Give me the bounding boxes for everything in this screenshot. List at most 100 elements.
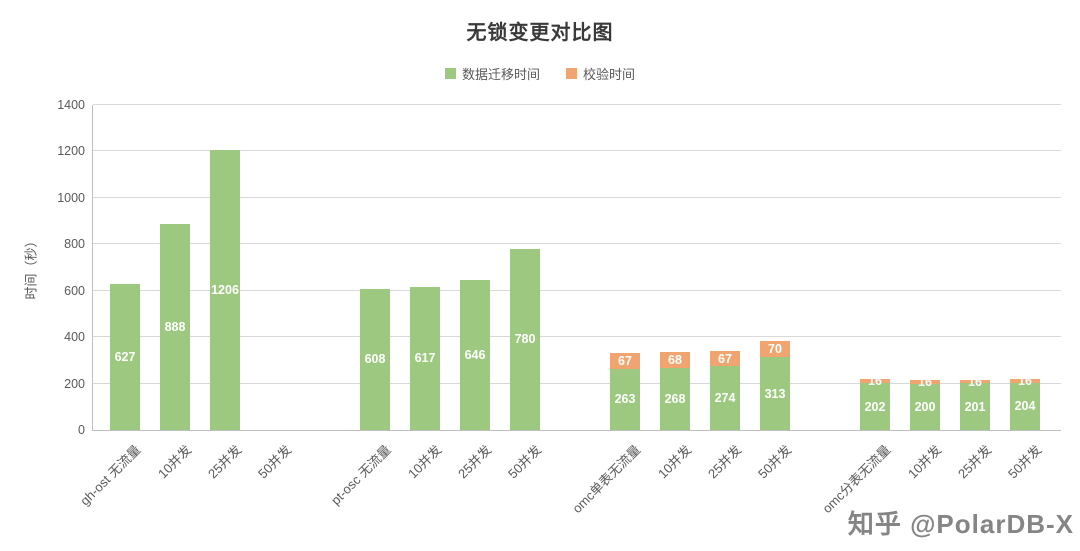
bar-value-label: 608: [364, 352, 386, 367]
bar-value-label: 67: [718, 351, 732, 366]
chart-title: 无锁变更对比图: [466, 22, 614, 44]
legend-swatch-migration-icon: [444, 68, 456, 79]
bar-value-label: 313: [764, 386, 786, 401]
bar: 627: [110, 284, 140, 430]
bar-value-label: 200: [914, 399, 936, 414]
bar-segment-migration: 608: [360, 288, 390, 430]
bar-segment-migration: 204: [1010, 382, 1040, 430]
bar-segment-verify: 67: [610, 353, 640, 369]
bar-segment-migration: 201: [960, 383, 990, 430]
bar-segment-migration: 617: [410, 286, 440, 430]
plot-area: 0 200 400 600 800 1000 1200 1400 627 gh-ost 无流量 88…: [57, 98, 1061, 516]
bar-value-label: 16: [868, 374, 882, 389]
bar-segment-verify: 70: [760, 341, 790, 358]
y-tick-label: 1400: [57, 98, 85, 112]
x-tick-label: 10并发: [154, 442, 194, 482]
bar: 274 67: [710, 350, 740, 430]
x-tick-label: gh-ost 无流量: [77, 442, 144, 509]
bar-value-label: 202: [864, 399, 886, 414]
y-tick-label: 1200: [57, 144, 85, 159]
bar-segment-migration: 200: [910, 383, 940, 430]
bar: 201 16: [960, 375, 990, 430]
x-tick-label: 50并发: [504, 442, 544, 482]
bar-segment-migration: 202: [860, 383, 890, 430]
bar-value-label: 268: [664, 391, 686, 406]
x-tick-label: 50并发: [1004, 442, 1044, 482]
legend-label-migration: 数据迁移时间: [461, 67, 540, 82]
x-tick-label: 25并发: [704, 442, 744, 482]
y-tick-label: 600: [64, 283, 85, 298]
bar: 204 16: [1010, 374, 1040, 430]
bar-value-label: 16: [968, 374, 982, 389]
x-tick-label: 10并发: [404, 442, 444, 482]
bar-value-label: 204: [1014, 399, 1036, 414]
bar-value-label: 201: [964, 399, 986, 414]
bar-segment-migration: 274: [710, 366, 740, 430]
bar: 646: [460, 280, 490, 430]
bar-segment-migration: 646: [460, 280, 490, 430]
bar-value-label: 646: [464, 348, 486, 363]
watermark: 知乎 @PolarDB-X: [847, 509, 1074, 539]
bar-segment-migration: 780: [510, 248, 540, 430]
bar-segment-migration: 268: [660, 367, 690, 430]
bar: 268 68: [660, 352, 690, 430]
bar-value-label: 1206: [211, 283, 239, 298]
bar: 200 16: [910, 375, 940, 430]
bar-value-label: 16: [918, 374, 932, 389]
gridline: [93, 382, 1061, 384]
bar-value-label: 617: [414, 351, 436, 366]
bar-value-label: 780: [514, 332, 536, 347]
bar: 617: [410, 286, 440, 430]
y-tick-label: 1000: [57, 190, 85, 205]
bar-segment-migration: 1206: [210, 150, 240, 430]
bar-value-label: 274: [714, 391, 736, 406]
bar: 263 67: [610, 353, 640, 430]
gridline: [93, 150, 1061, 152]
bar: 608: [360, 288, 390, 430]
y-tick-label: 200: [64, 376, 85, 391]
legend-label-verify: 校验时间: [583, 67, 636, 82]
x-tick-label: 10并发: [904, 442, 944, 482]
bar-value-label: 888: [164, 319, 186, 334]
x-tick-label: 50并发: [754, 442, 794, 482]
gridline: [93, 196, 1061, 198]
bar: 888: [160, 223, 190, 430]
bar-value-label: 263: [614, 392, 636, 407]
legend: 数据迁移时间 校验时间: [0, 64, 1080, 83]
bar-value-label: 67: [618, 354, 632, 369]
y-tick-label: 0: [78, 423, 85, 437]
x-tick-label: 10并发: [654, 442, 694, 482]
x-tick-label: 25并发: [454, 442, 494, 482]
x-tick-label: omc单表无流量: [569, 442, 644, 517]
bar: 1206: [210, 150, 240, 430]
bar-value-label: 627: [114, 350, 136, 365]
gridline: [93, 289, 1061, 291]
bar: 313 70: [760, 341, 790, 430]
bar-segment-migration: 313: [760, 357, 790, 430]
bar-value-label: 70: [768, 342, 782, 357]
legend-item-migration: 数据迁移时间: [444, 64, 540, 83]
bar-segment-verify: 67: [710, 350, 740, 367]
bar: 202 16: [860, 374, 890, 430]
bar-segment-migration: 627: [110, 284, 140, 430]
x-tick-label: 25并发: [954, 442, 994, 482]
legend-swatch-verify-icon: [566, 68, 577, 79]
bar-segment-verify: 16: [860, 374, 890, 388]
bar-value-label: 16: [1018, 373, 1032, 388]
gridline: [93, 104, 1061, 105]
bar-segment-verify: 68: [660, 352, 690, 368]
x-tick-label: pt-osc 无流量: [327, 442, 394, 508]
gridline: [93, 336, 1061, 338]
x-tick-label: 25并发: [204, 442, 244, 482]
bar-segment-verify: 16: [910, 375, 940, 389]
gridline: [93, 243, 1061, 245]
bar-segment-migration: 888: [160, 223, 190, 430]
bar-segment-verify: 16: [1010, 374, 1040, 388]
legend-item-verify: 校验时间: [566, 64, 635, 83]
bar: 780: [510, 248, 540, 430]
bar-segment-verify: 16: [960, 375, 990, 389]
bar-value-label: 68: [668, 352, 682, 367]
y-tick-label: 800: [64, 237, 85, 252]
x-tick-label: 50并发: [254, 442, 294, 482]
